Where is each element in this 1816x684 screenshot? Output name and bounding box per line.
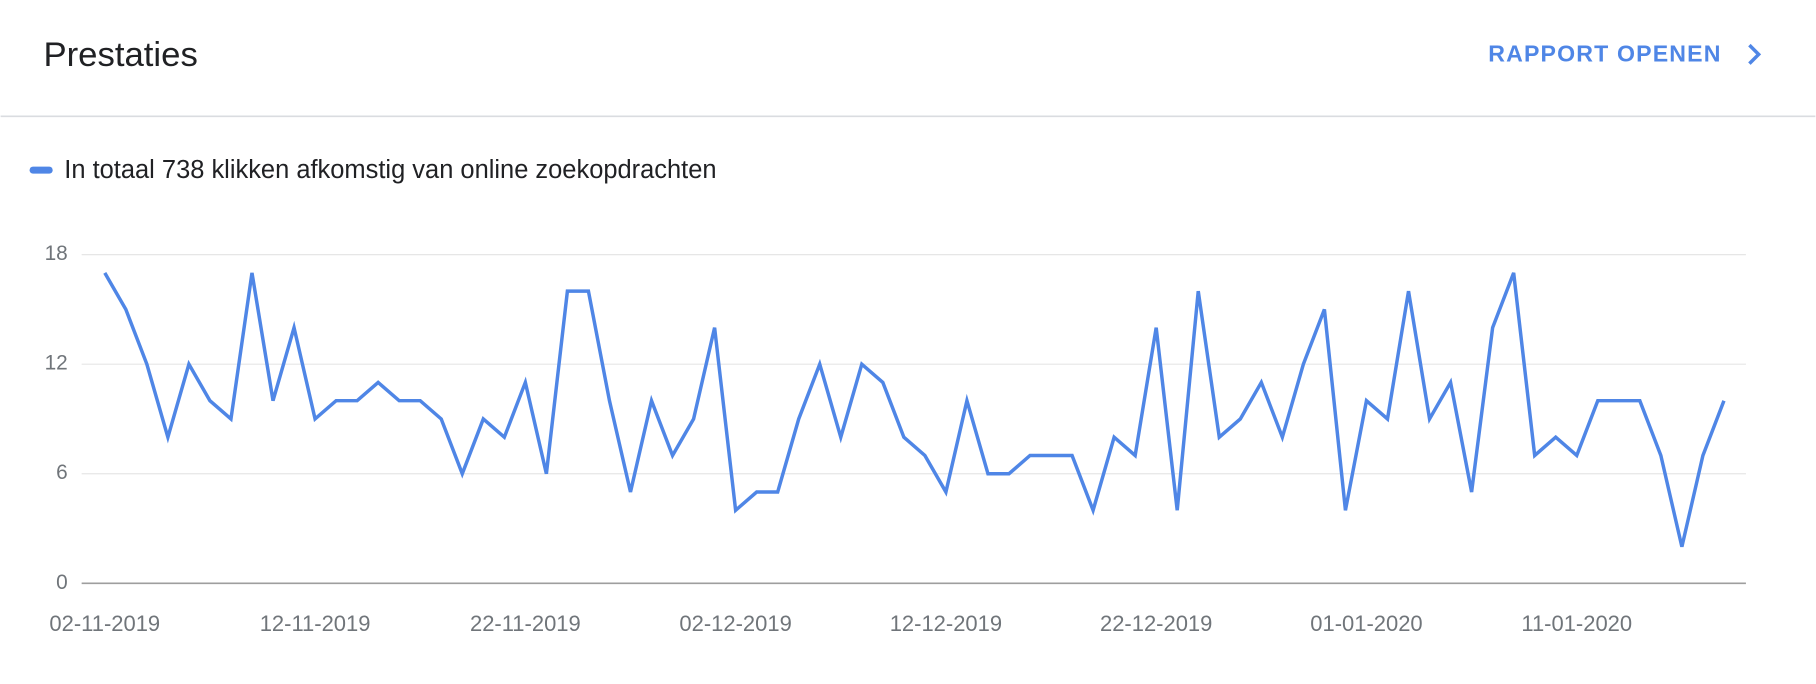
chevron-icon[interactable] — [1748, 43, 1762, 65]
x-tick-label: 11-01-2020 — [1521, 611, 1632, 636]
link-text[interactable]: RAPPORT OPENEN — [1488, 41, 1721, 67]
x-tick-label: 01-01-2020 — [1310, 611, 1422, 636]
plot: 0 6 12 18 02-11-2019 12-11-2019 22-11-2019 02-1… — [45, 242, 1746, 636]
y-tick-label: 18 — [45, 242, 68, 265]
x-tick-label: 22-11-2019 — [470, 611, 581, 636]
legend: In totaal 738 klikken afkomstig van onli… — [29, 156, 717, 184]
y-tick-label: 12 — [45, 352, 68, 375]
open-report-link[interactable]: RAPPORT OPENEN — [1488, 41, 1762, 67]
series-line — [103, 272, 1726, 548]
y-tick-label: 6 — [56, 461, 68, 484]
legend-swatch — [29, 166, 53, 174]
x-tick-label: 12-11-2019 — [260, 611, 371, 636]
card-title: Prestaties — [43, 36, 197, 74]
x-tick-label: 12-12-2019 — [890, 611, 1002, 636]
x-tick-label: 02-11-2019 — [49, 611, 160, 636]
x-tick-label: 02-12-2019 — [679, 611, 791, 636]
y-tick-label: 0 — [56, 571, 68, 594]
x-tick-label: 22-12-2019 — [1100, 611, 1212, 636]
legend-label: In totaal 738 klikken afkomstig van onli… — [64, 156, 716, 184]
